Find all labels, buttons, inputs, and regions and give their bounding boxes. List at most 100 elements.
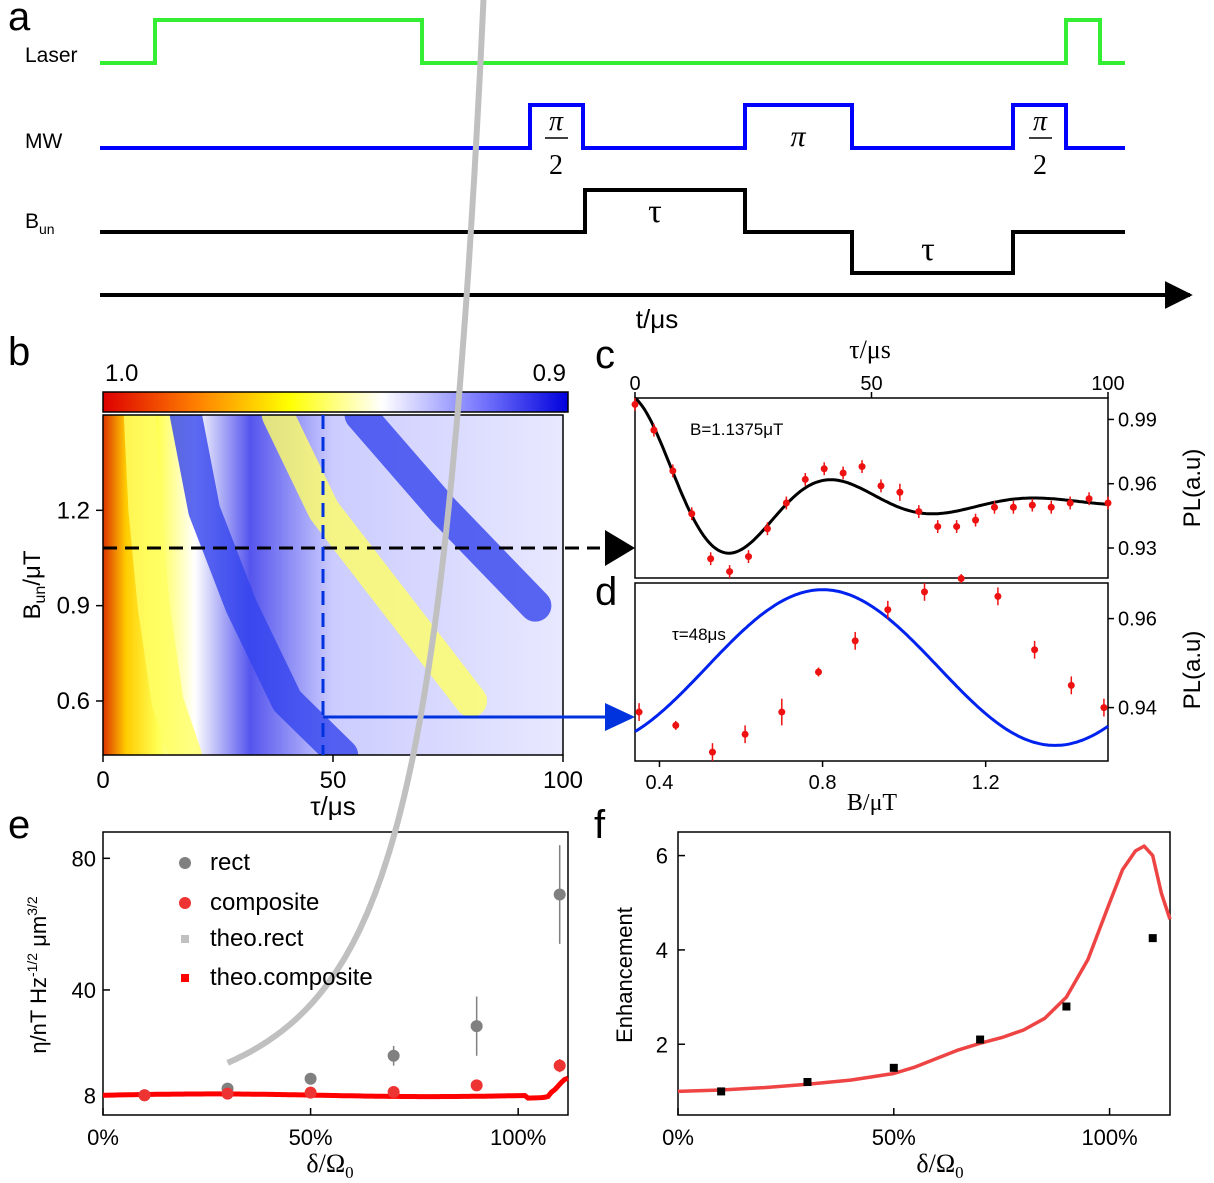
d-plot-ytick-label: 0.96 xyxy=(1118,609,1157,631)
tau-label-1: τ xyxy=(648,193,662,230)
pi-label: π xyxy=(790,120,806,153)
svg-text:2: 2 xyxy=(549,150,563,181)
f-xlabel: δ/Ω0 xyxy=(916,1149,963,1182)
panel-label-a: a xyxy=(8,0,31,39)
f-data-point xyxy=(1148,934,1157,943)
panel-c: c τ/μs PL(a.u) B=1.1375μT 0 50 100 0.93 0.96… xyxy=(595,333,1206,579)
row-label-laser: Laser xyxy=(25,44,78,67)
c-plot-data-point xyxy=(1066,499,1074,507)
c-plot-data-point xyxy=(896,488,904,496)
e-composite-point xyxy=(387,1085,400,1098)
e-ytick-label: 40 xyxy=(72,978,96,1003)
heatmap-front xyxy=(169,415,359,755)
e-rect-point xyxy=(304,1072,317,1085)
c-plot-data-point xyxy=(1009,503,1017,511)
c-plot-xtick-label: 100 xyxy=(1091,373,1124,395)
d-plot-fit-line xyxy=(634,588,1109,747)
e-composite-point xyxy=(138,1089,151,1102)
legend-label: theo.rect xyxy=(210,925,304,952)
c-plot-data-point xyxy=(1028,501,1036,509)
svg-text:2: 2 xyxy=(1033,150,1047,181)
d-plot-data-point xyxy=(741,730,749,738)
d-plot-data-point xyxy=(1031,646,1039,654)
c-plot-data-point xyxy=(726,568,734,576)
c-plot-data-point xyxy=(688,510,696,518)
d-plot-data-point xyxy=(672,721,680,729)
d-plot-ytick-label: 0.94 xyxy=(1118,698,1157,720)
b-xlabel: τ/μs xyxy=(310,791,355,821)
mw-pulse-trace xyxy=(100,103,1125,150)
c-plot-data-point xyxy=(820,465,828,473)
arrow-to-c xyxy=(605,530,635,566)
f-frame xyxy=(677,831,1171,1116)
c-plot-data-point xyxy=(631,400,639,408)
f-data-point xyxy=(889,1063,898,1072)
legend-label: rect xyxy=(210,849,250,876)
e-composite-point xyxy=(221,1087,234,1100)
e-composite-point xyxy=(470,1079,483,1092)
legend-label: theo.composite xyxy=(210,964,373,991)
c-plot-ytick-label: 0.96 xyxy=(1118,474,1157,496)
e-xlabel: δ/Ω0 xyxy=(306,1149,353,1182)
e-xtick-label: 50% xyxy=(289,1125,333,1150)
e-ytick-label: 80 xyxy=(72,846,96,871)
e-rect-point xyxy=(553,888,566,901)
f-ylabel: Enhancement xyxy=(612,907,637,1043)
b-ytick-label: 0.6 xyxy=(57,688,90,715)
d-plot-data-point xyxy=(884,606,892,614)
e-ytick-label: 8 xyxy=(84,1083,96,1108)
pi-half-label-2: π 2 xyxy=(1029,106,1052,181)
e-composite-point xyxy=(553,1059,566,1072)
laser-pulse-trace xyxy=(100,18,1125,65)
e-frame xyxy=(102,831,569,1116)
f-ytick-label: 4 xyxy=(656,938,668,963)
b-ytick-label: 0.9 xyxy=(57,593,90,620)
c-plot-ytick-label: 0.99 xyxy=(1118,409,1157,431)
f-theory-curve xyxy=(677,844,1172,1094)
b-xtick-label: 50 xyxy=(320,767,347,794)
colorbar xyxy=(102,391,569,413)
c-plot-data-point xyxy=(990,503,998,511)
c-plot-data-point xyxy=(1104,499,1112,507)
d-plot-xtick-label: 0.8 xyxy=(809,772,837,794)
tau-label-2: τ xyxy=(921,231,935,268)
panel-label-c: c xyxy=(595,333,615,377)
c-plot-data-point xyxy=(745,553,753,561)
legend-marker xyxy=(179,857,191,869)
c-plot-data-point xyxy=(782,499,790,507)
legend-marker xyxy=(181,935,189,943)
legend-label: composite xyxy=(210,889,319,916)
legend-marker xyxy=(181,974,189,982)
panel-b: b 1.0 0.9 0 50 100 0.6 0.9 1.2 τ/μs Bun/μT xyxy=(8,330,635,821)
d-plot-data-point xyxy=(957,575,965,583)
c-plot-data-point xyxy=(801,475,809,483)
c-plot-data-point xyxy=(915,508,923,516)
d-plot-data-point xyxy=(1100,704,1108,712)
f-data-point xyxy=(976,1035,985,1044)
d-plot-data-point xyxy=(1067,681,1075,689)
bun-pulse-trace xyxy=(100,188,1125,275)
c-plot-data-point xyxy=(1085,495,1093,503)
c-plot-data-point xyxy=(934,523,942,531)
row-label-bun: Bun xyxy=(25,210,55,237)
f-data-point xyxy=(1062,1002,1071,1011)
c-plot-data-point xyxy=(953,523,961,531)
f-xtick-label: 100% xyxy=(1081,1125,1137,1150)
c-plot-xtick-label: 50 xyxy=(860,373,882,395)
d-plot-xtick-label: 1.2 xyxy=(972,772,1000,794)
heatmap-front xyxy=(123,415,202,755)
f-data-point xyxy=(717,1087,726,1096)
f-data-point xyxy=(803,1077,812,1086)
panel-f: f δ/Ω0 Enhancement 0% 50% 100% 2 4 6 xyxy=(594,803,1172,1182)
d-frame xyxy=(634,582,1109,762)
row-label-mw: MW xyxy=(25,130,62,153)
d-annotation: τ=48μs xyxy=(672,625,726,644)
d-plot-data-point xyxy=(814,668,822,676)
c-plot-data-point xyxy=(650,426,658,434)
d-plot-data-point xyxy=(921,588,929,596)
time-axis-label: t/μs xyxy=(636,304,678,334)
panel-a: a Laser MW π 2 π π 2 Bun τ τ t/μs xyxy=(8,0,1193,334)
e-rect-point xyxy=(470,1020,483,1033)
f-xtick-label: 0% xyxy=(662,1125,694,1150)
f-xtick-label: 50% xyxy=(872,1125,916,1150)
